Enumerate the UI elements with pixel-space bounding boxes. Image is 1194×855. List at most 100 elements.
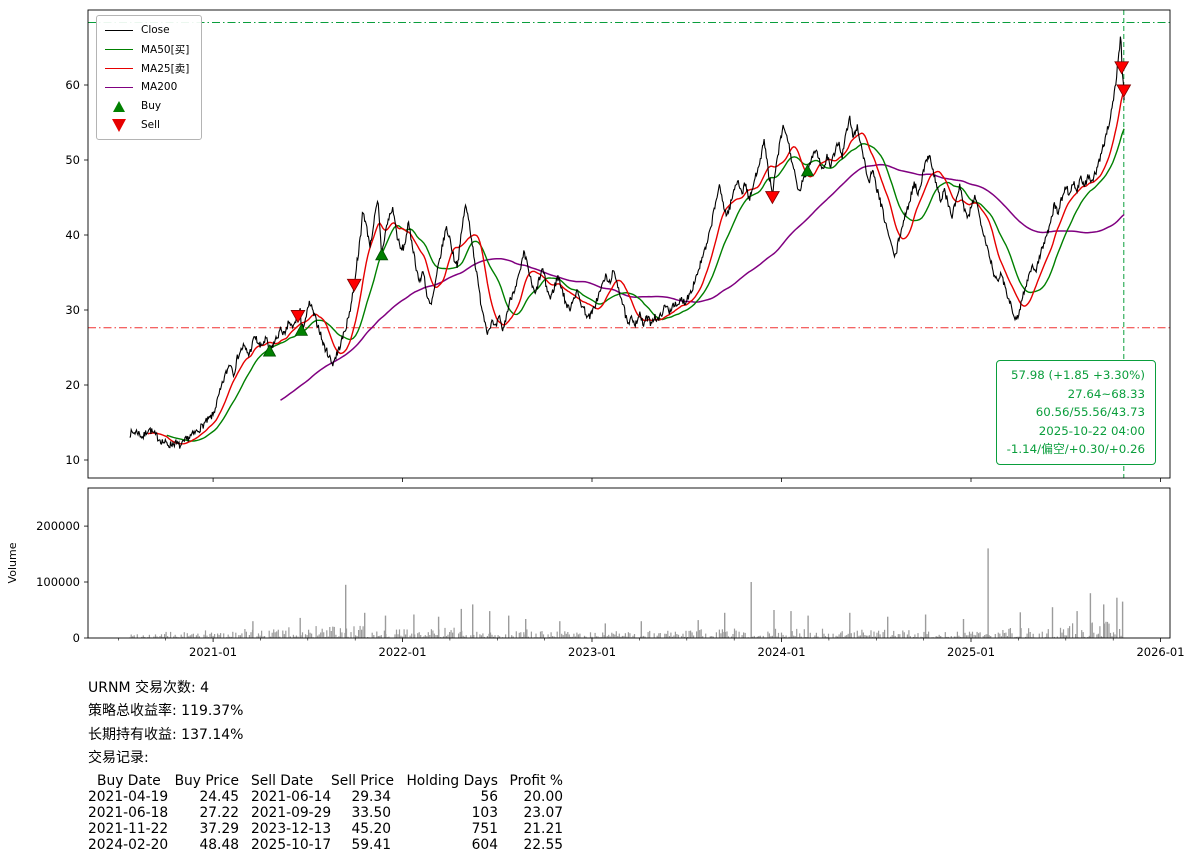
volume-bar (926, 634, 928, 638)
volume-bar (409, 635, 411, 638)
volume-spike-bar (773, 610, 775, 638)
volume-bar (735, 630, 737, 638)
trades-count-line: URNM 交易次数: 4 (88, 680, 210, 696)
volume-bar (130, 634, 132, 638)
volume-bar (876, 632, 878, 638)
volume-bar (133, 635, 135, 638)
volume-bar (230, 636, 232, 638)
volume-bar (644, 636, 646, 638)
volume-spike-bar (299, 617, 301, 638)
legend-label: Buy (141, 100, 162, 112)
volume-bar (241, 633, 243, 638)
volume-bar (683, 636, 686, 638)
volume-bar (511, 635, 513, 638)
volume-bar (279, 636, 281, 638)
ma50-line (166, 128, 1125, 442)
volume-bar (235, 632, 237, 638)
volume-bar (712, 636, 714, 638)
volume-bar (180, 634, 182, 638)
volume-bar (817, 636, 819, 638)
trade-cell: 29.34 (351, 788, 392, 805)
volume-bar (376, 631, 378, 638)
volume-bar (388, 636, 390, 638)
volume-spike-bar (525, 619, 527, 638)
volume-bar (893, 630, 895, 638)
trade-header-cell: Profit % (509, 772, 563, 789)
volume-bar (602, 632, 604, 638)
volume-bar (210, 632, 213, 638)
volume-bar (752, 636, 754, 638)
volume-bar (794, 636, 796, 638)
volume-bar (321, 628, 323, 638)
trade-cell: 48.48 (199, 837, 240, 854)
volume-bar (793, 635, 795, 638)
volume-bar (785, 635, 787, 638)
volume-bar (345, 628, 348, 638)
trade-cell: 2021-06-14 (251, 788, 332, 805)
price-tick-label: 20 (65, 378, 80, 392)
volume-bar (259, 635, 261, 638)
volume-bar (552, 636, 554, 638)
volume-bar (515, 631, 517, 638)
volume-bar (570, 636, 572, 638)
volume-bar (356, 636, 358, 638)
ma200-line-icon (105, 86, 133, 88)
volume-spike-bar (750, 582, 752, 638)
volume-bar (656, 635, 658, 638)
volume-bar (978, 633, 980, 638)
volume-bar (429, 635, 431, 638)
volume-bar (732, 634, 734, 638)
volume-bar (568, 634, 570, 638)
volume-bar (1047, 629, 1049, 638)
volume-bar (189, 635, 191, 638)
trade-cell: 37.29 (199, 821, 240, 838)
volume-bar (282, 630, 284, 638)
volume-bar (990, 636, 992, 638)
volume-bar (767, 631, 769, 638)
volume-bar (720, 633, 722, 638)
volume-bar (868, 635, 871, 638)
volume-bar (1111, 636, 1113, 638)
volume-bar (1006, 636, 1008, 638)
legend-label: MA200 (141, 81, 178, 93)
volume-spike-bar (1121, 601, 1124, 638)
volume-bar (862, 632, 864, 638)
legend-label: MA25[卖] (141, 62, 190, 75)
volume-bar (982, 636, 984, 638)
volume-spike-bar (1103, 604, 1105, 638)
volume-bar (583, 635, 586, 638)
price-volume-chart: 10 20 30 40 50 60 0 100000 200000 2021-01 2022-01 2… (6, 9, 1185, 659)
volume-bar (623, 635, 625, 638)
volume-bar (878, 630, 880, 638)
volume-bar (482, 633, 484, 638)
close-line-icon (105, 29, 133, 31)
volume-bar (953, 636, 955, 638)
volume-bar (227, 634, 229, 638)
volume-bar (359, 625, 361, 638)
volume-bar (968, 631, 971, 638)
volume-bar (1009, 628, 1011, 638)
volume-spike-bar (489, 611, 491, 638)
volume-bar (1028, 628, 1030, 638)
volume-bar (596, 636, 598, 638)
volume-bar (295, 635, 297, 638)
volume-bar (827, 633, 830, 638)
volume-axis-label: Volume (6, 542, 19, 583)
volume-bar (182, 636, 184, 638)
volume-bar (1099, 626, 1101, 638)
trade-cell: 2021-06-18 (88, 805, 169, 822)
sell-marker-icon (112, 118, 126, 132)
volume-bar (861, 629, 863, 638)
volume-bar (882, 632, 884, 638)
volume-bar (248, 635, 250, 638)
volume-bar (300, 635, 302, 638)
volume-bar (144, 637, 146, 638)
volume-bar (1064, 635, 1066, 638)
price-tick-label: 10 (65, 453, 80, 467)
volume-bar (274, 632, 276, 638)
volume-bar (518, 632, 520, 638)
volume-bar (600, 636, 602, 638)
volume-bar (788, 636, 790, 638)
volume-bar (341, 632, 343, 638)
volume-bar (1059, 627, 1062, 638)
